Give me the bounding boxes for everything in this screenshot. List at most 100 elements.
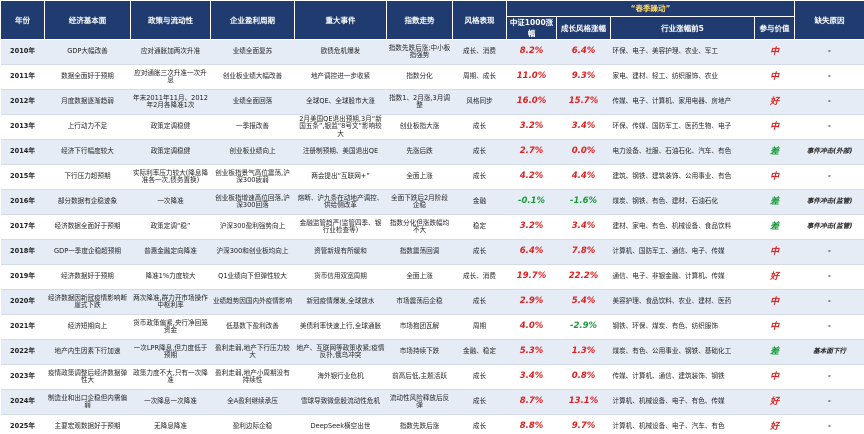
- table-cell: 4.2%: [506, 164, 557, 190]
- table-row: 2018年 GDP一季度企稳超预期 普惠金融定向降准 沪深300和创业板均向上 资管新规…: [0, 239, 864, 265]
- table-cell: 16.0%: [506, 89, 557, 115]
- table-cell: 降准1%力度较大: [130, 264, 211, 290]
- table-cell: 2015年: [0, 164, 45, 190]
- table-cell: 11.0%: [506, 64, 557, 90]
- table-cell: 盈利边际企稳: [210, 414, 295, 434]
- table-row: 2013年 上行动力不足 政策定调稳健 一季报改善 2月美国QE退出预期,3月“新国五条…: [0, 114, 864, 140]
- table-cell: 成长、消费: [452, 39, 507, 65]
- table-cell: 成长、消费: [452, 264, 507, 290]
- table-cell: 实际利率压力较大(降息降准各一次,债务置换): [130, 164, 211, 190]
- table-cell: 好: [754, 414, 795, 434]
- table-cell: Q1业绩向下但弹性较大: [210, 264, 295, 290]
- table-cell: 6.4%: [556, 39, 611, 65]
- table-cell: 差: [754, 339, 795, 365]
- table-cell: -1.6%: [556, 189, 611, 215]
- table-cell: 周期、成长: [452, 64, 507, 90]
- table-cell: 2022年: [0, 339, 45, 365]
- table-cell: 钢铁、环保、煤炭、有色、纺织服饰: [610, 314, 755, 340]
- table-cell: 业绩全面复苏: [210, 39, 295, 65]
- table-row: 2017年 经济数据全面好于预期 政策定调“稳” 沪深300盈利强势向上 金融监管趋严(…: [0, 214, 864, 240]
- table-cell: -: [794, 39, 864, 65]
- table-cell: 计算机、机械设备、电子、汽车、有色: [610, 414, 755, 434]
- table-cell: 中: [754, 239, 795, 265]
- table-cell: 4.4%: [556, 164, 611, 190]
- table-cell: 中: [754, 64, 795, 90]
- table-cell: 业绩全面回落: [210, 89, 295, 115]
- table-cell: 中: [754, 364, 795, 390]
- table-cell: 4.0%: [506, 314, 557, 340]
- column-header: 政策与流动性: [130, 0, 211, 40]
- table-cell: 2014年: [0, 139, 45, 165]
- table-cell: 上行动力不足: [44, 114, 131, 140]
- table-cell: 成长: [452, 114, 507, 140]
- table-cell: 市场震荡后企稳: [386, 289, 453, 315]
- table-cell: 创业板指景气高位震荡,沪深300疲弱: [210, 164, 295, 190]
- table-cell: 5.4%: [556, 289, 611, 315]
- table-cell: 成长: [452, 414, 507, 434]
- column-header: 缺失原因: [794, 0, 864, 40]
- table-cell: 9.7%: [556, 414, 611, 434]
- table-cell: 2025年: [0, 414, 45, 434]
- table-cell: 一季报改善: [210, 114, 295, 140]
- table-cell: -: [794, 264, 864, 290]
- table-cell: 经济数据全面好于预期: [44, 214, 131, 240]
- table-cell: 3.4%: [556, 214, 611, 240]
- table-cell: 6.4%: [506, 239, 557, 265]
- table-cell: 中: [754, 164, 795, 190]
- column-header: 指数走势: [386, 0, 453, 40]
- table-cell: 地产内生因素下行加速: [44, 339, 131, 365]
- table-cell: 煤炭、有色、公用事业、钢铁、基础化工: [610, 339, 755, 365]
- table-cell: 2.9%: [506, 289, 557, 315]
- table-cell: 雪球导致微盘股流动性危机: [294, 389, 387, 415]
- table-cell: 2011年: [0, 64, 45, 90]
- table-cell: GDP大幅改善: [44, 39, 131, 65]
- table-cell: 好: [754, 89, 795, 115]
- table-row: 2011年 数据全面好于预期 应对通胀三次升准一次升息 创业板业绩大幅改善 地产调控进一…: [0, 64, 864, 90]
- table-cell: -: [794, 389, 864, 415]
- table-cell: 货币政策偏紧,央行净回笼资金: [130, 314, 211, 340]
- table-row: 2014年 经济下行幅度较大 政策定调稳健 创业板业绩向上 注册制预期、美国退出QE 先涨…: [0, 139, 864, 165]
- table-row: 2019年 经济数据好于预期 降准1%力度较大 Q1业绩向下但弹性较大 货币信用双宽周期…: [0, 264, 864, 290]
- table-cell: 货币信用双宽周期: [294, 264, 387, 290]
- table-cell: 全面下跌后2月阶段企稳: [386, 189, 453, 215]
- table-cell: 中: [754, 314, 795, 340]
- table-body: 2010年 GDP大幅改善 应对通胀加两次升准 业绩全面复苏 欧债危机爆发 指数先跌后涨;…: [0, 39, 864, 434]
- table-row: 2022年 地产内生因素下行加速 一次LPR降息,但力度低于预期 盈利走弱,地产下行压…: [0, 339, 864, 365]
- table-cell: 全球QE、全球股市大涨: [294, 89, 387, 115]
- table-row: 2021年 经济短期向上 货币政策偏紧,央行净回笼资金 低基数下盈利改善 美债利率快速上…: [0, 314, 864, 340]
- column-header: 行业涨幅前5: [610, 16, 755, 40]
- table-cell: 全面上涨: [386, 264, 453, 290]
- table-cell: 5.3%: [506, 339, 557, 365]
- table-cell: 中: [754, 39, 795, 65]
- table-cell: -: [794, 414, 864, 434]
- table-row: 2025年 主要宏观数据好于预期 无降息降准 盈利边际企稳 DeepSeek横空出世 指数…: [0, 414, 864, 434]
- table-row: 2012年 月度数据逐渐趋弱 年末2011年11月、2012年2月各降准1次 业绩全面…: [0, 89, 864, 115]
- table-cell: 部分数据有企稳迹象: [44, 189, 131, 215]
- table-cell: 事件冲击(监管): [794, 189, 864, 215]
- table-cell: 13.1%: [556, 389, 611, 415]
- table-cell: 沪深300和创业板均向上: [210, 239, 295, 265]
- table-cell: 指数先跌后涨: [386, 414, 453, 434]
- table-cell: 全面上涨: [386, 164, 453, 190]
- table-cell: 传媒、电子、计算机、家用电器、房地产: [610, 89, 755, 115]
- table-cell: 风格同步: [452, 89, 507, 115]
- table-cell: 22.2%: [556, 264, 611, 290]
- table-cell: 2021年: [0, 314, 45, 340]
- table-cell: 一次降息一次降准: [130, 389, 211, 415]
- table-cell: 政策定调稳健: [130, 139, 211, 165]
- table-cell: -: [794, 89, 864, 115]
- table-cell: 下行压力超预期: [44, 164, 131, 190]
- table-cell: 2010年: [0, 39, 45, 65]
- table-cell: 事件冲击(监管): [794, 214, 864, 240]
- table-cell: 两次降准,群力开市场操作中枢利率: [130, 289, 211, 315]
- table-cell: 地产、互联网等政策收紧;疫情反扑,俄乌冲突: [294, 339, 387, 365]
- table-cell: 1.3%: [556, 339, 611, 365]
- table-cell: -: [794, 314, 864, 340]
- table-cell: 差: [754, 189, 795, 215]
- table-cell: 环保、传媒、国防军工、医药生物、电子: [610, 114, 755, 140]
- table-cell: 0.8%: [556, 364, 611, 390]
- table-cell: 电力设备、社服、石油石化、汽车、有色: [610, 139, 755, 165]
- table-cell: 海外银行业危机: [294, 364, 387, 390]
- column-header: 风格表现: [452, 0, 507, 40]
